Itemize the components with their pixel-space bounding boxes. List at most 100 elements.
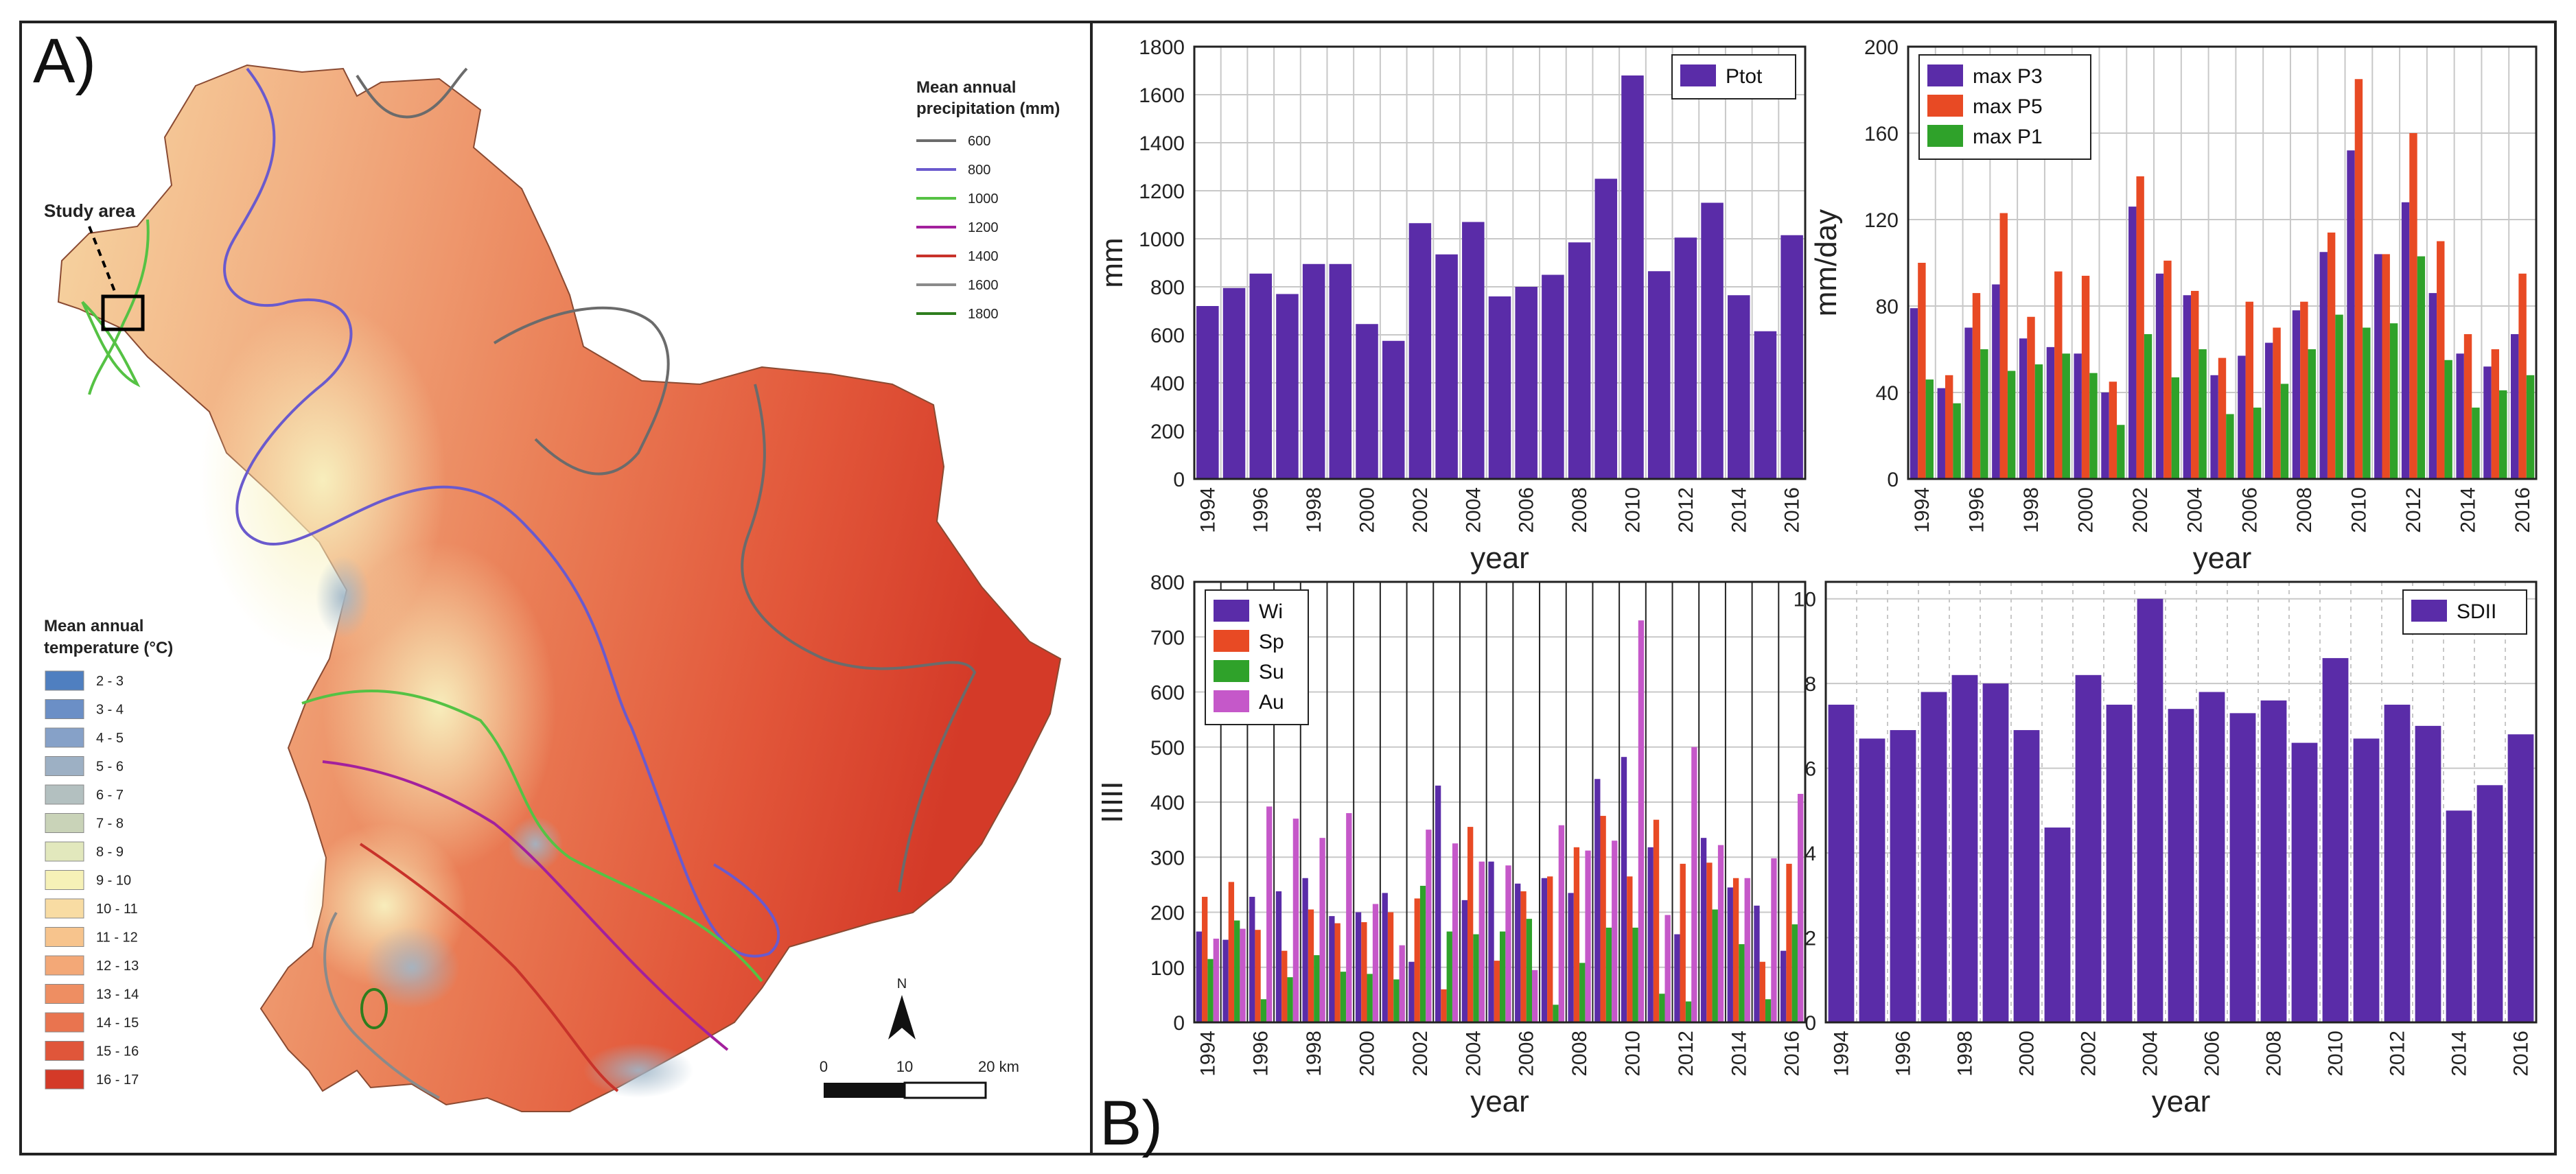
- bar-au: [1346, 813, 1352, 1022]
- temp-legend-swatch: [45, 927, 84, 947]
- temp-legend-label: 4 - 5: [96, 731, 124, 746]
- bar-max-p5: [2081, 275, 2090, 479]
- temp-legend-label: 11 - 12: [96, 930, 138, 946]
- bar-au: [1744, 878, 1750, 1022]
- y-tick-label: 400: [1150, 792, 1185, 814]
- bar-max-p5: [1945, 375, 1953, 479]
- y-tick-label: 1200: [1139, 180, 1185, 203]
- bar-max-p5: [2218, 357, 2227, 479]
- bar-wi: [1541, 878, 1548, 1022]
- bar-sp: [1308, 909, 1314, 1022]
- bar-sp: [1680, 863, 1686, 1022]
- bar-ptot: [1754, 331, 1777, 479]
- x-tick-label: 2004: [2139, 1031, 2162, 1077]
- precip-legend-title: Mean annual: [916, 78, 1016, 97]
- bar-max-p5: [1999, 213, 2008, 479]
- y-tick-label: 10: [1794, 589, 1816, 611]
- temp-legend-swatch: [45, 1069, 84, 1090]
- x-tick-label: 2016: [1781, 1031, 1804, 1077]
- temp-legend-label: 3 - 4: [96, 703, 124, 718]
- x-tick-label: 2002: [1409, 1031, 1432, 1077]
- y-tick-label: 8: [1805, 673, 1816, 696]
- bar-wi: [1754, 905, 1760, 1022]
- bar-ptot: [1542, 274, 1564, 479]
- legend-swatch: [1927, 64, 1963, 86]
- bar-ptot: [1435, 254, 1458, 479]
- bar-su: [1314, 955, 1320, 1022]
- bar-max-p1: [1953, 403, 1961, 479]
- bar-wi: [1435, 785, 1441, 1022]
- temp-legend-swatch: [45, 870, 84, 890]
- bar-au: [1452, 843, 1459, 1022]
- bar-ptot: [1196, 306, 1219, 479]
- bar-sdii: [2229, 713, 2256, 1022]
- bar-max-p3: [2401, 202, 2410, 479]
- bar-sdii: [1921, 692, 1947, 1022]
- plot-frame: [1193, 580, 1807, 1024]
- bar-wi: [1249, 897, 1255, 1022]
- bar-au: [1213, 939, 1219, 1022]
- bar-max-p3: [2483, 366, 2492, 479]
- precip-legend-label: 1400: [968, 249, 999, 264]
- bar-sdii: [1828, 705, 1855, 1022]
- bar-au: [1372, 904, 1379, 1022]
- bar-sdii: [2168, 709, 2194, 1022]
- legend-label: max P5: [1973, 95, 2043, 118]
- bar-ptot: [1356, 324, 1378, 479]
- x-axis-label: year: [1470, 541, 1529, 575]
- bar-wi: [1780, 950, 1787, 1022]
- y-tick-label: 0: [1173, 469, 1185, 491]
- mountain-area: [364, 926, 460, 1009]
- x-tick-label: 2002: [2078, 1031, 2100, 1077]
- bar-sp: [1467, 827, 1474, 1022]
- bar-sdii: [2013, 730, 2040, 1022]
- bar-wi: [1329, 916, 1335, 1022]
- bar-sdii: [2476, 785, 2503, 1022]
- temp-legend-label: 8 - 9: [96, 845, 124, 860]
- bar-max-p1: [2144, 333, 2153, 479]
- bar-sdii: [2415, 725, 2441, 1022]
- x-tick-label: 2000: [1356, 487, 1379, 533]
- bar-au: [1426, 830, 1432, 1022]
- x-tick-label: 2010: [2325, 1031, 2347, 1077]
- bar-sp: [1732, 878, 1739, 1022]
- x-tick-label: 1994: [1196, 1031, 1219, 1077]
- bar-ptot: [1408, 223, 1432, 479]
- bar-max-p3: [2238, 355, 2246, 479]
- y-tick-label: 200: [1150, 421, 1185, 443]
- bar-max-p5: [2382, 254, 2390, 479]
- y-tick-label: 6: [1805, 758, 1816, 781]
- bar-su: [1287, 977, 1293, 1022]
- bar-max-p3: [2374, 254, 2382, 479]
- bar-sp: [1573, 847, 1580, 1022]
- bar-sdii: [1951, 674, 1978, 1022]
- x-tick-label: 2010: [2347, 487, 2370, 533]
- bar-max-p1: [2062, 353, 2070, 479]
- y-tick-label: 1000: [1139, 228, 1185, 251]
- bar-wi: [1674, 934, 1680, 1022]
- bar-su: [1712, 909, 1718, 1022]
- bar-ptot: [1329, 263, 1352, 479]
- bar-au: [1558, 825, 1565, 1022]
- x-tick-label: 2010: [1621, 1031, 1644, 1077]
- plot-frame: [1193, 45, 1807, 480]
- temp-legend-label: 2 - 3: [96, 674, 124, 689]
- bar-max-p1: [2198, 349, 2207, 479]
- x-tick-label: 2006: [1516, 487, 1538, 533]
- temp-legend-swatch: [45, 898, 84, 919]
- north-arrow-label: N: [897, 976, 907, 991]
- bar-wi: [1515, 883, 1521, 1022]
- temp-legend-title: Mean annual: [44, 617, 143, 635]
- bar-sdii: [2137, 598, 2163, 1022]
- bar-wi: [1355, 912, 1362, 1022]
- bar-au: [1717, 845, 1724, 1022]
- bar-sp: [1255, 930, 1261, 1022]
- bar-au: [1691, 747, 1697, 1022]
- bar-sp: [1494, 961, 1500, 1022]
- bar-max-p1: [2444, 360, 2452, 479]
- bar-wi: [1727, 887, 1733, 1022]
- temp-legend-swatch: [45, 727, 84, 748]
- x-tick-label: 2012: [1675, 1031, 1697, 1077]
